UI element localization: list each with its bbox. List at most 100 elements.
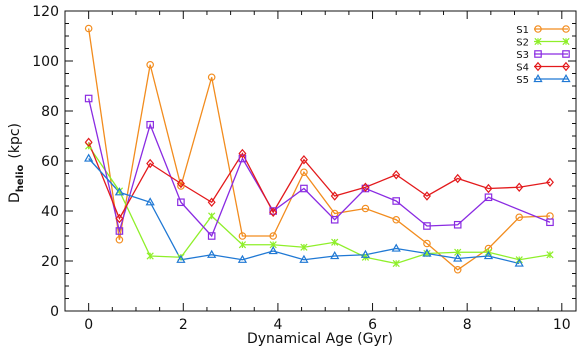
data-point-s2	[300, 243, 308, 251]
series-line-s4	[88, 142, 551, 221]
data-point-s4	[269, 207, 278, 217]
data-point-s3	[300, 184, 308, 193]
data-point-s4	[545, 177, 554, 187]
legend-marker-s1	[534, 25, 542, 33]
y-tick-label: 120	[32, 4, 59, 20]
x-tick-label: 4	[273, 317, 282, 333]
plot-frame	[64, 10, 577, 312]
data-point-s4	[422, 191, 431, 201]
data-point-s1	[146, 60, 154, 69]
legend-marker-s4	[534, 61, 542, 72]
data-point-s2	[146, 252, 154, 260]
data-point-s1	[515, 213, 524, 222]
data-point-s3	[177, 198, 185, 207]
data-point-s3	[146, 120, 154, 129]
data-point-s5	[268, 245, 278, 255]
x-tick-label: 10	[553, 317, 571, 333]
legend-marker-s5	[561, 73, 571, 83]
y-axis-title-sub: helio	[15, 164, 26, 192]
data-point-s2	[238, 241, 247, 249]
y-tick-label: 0	[50, 304, 59, 320]
data-point-s5	[360, 249, 371, 258]
data-point-s4	[84, 137, 93, 147]
data-point-s4	[115, 213, 124, 224]
legend-marker-s3	[562, 50, 570, 58]
data-point-s1	[238, 232, 247, 240]
series-lines	[88, 28, 551, 271]
data-point-s5	[114, 187, 125, 196]
legend-marker-s4	[562, 61, 570, 72]
data-point-s3	[115, 227, 124, 235]
data-point-s4	[238, 148, 247, 159]
data-point-s4	[207, 197, 216, 207]
x-tick-label: 6	[368, 317, 377, 333]
series-line-s1	[88, 28, 551, 271]
data-point-s1	[423, 239, 431, 248]
axis-ticks: 0 20 40 60 80 100 120 0 2 4 6 8 10	[32, 4, 576, 333]
data-point-s5	[330, 250, 340, 260]
data-point-s4	[330, 191, 339, 201]
data-point-s1	[177, 182, 185, 190]
data-point-s3	[546, 218, 554, 227]
data-point-s2	[392, 259, 400, 268]
data-point-s5	[453, 253, 463, 262]
legend-label-s3: S3	[516, 50, 529, 61]
data-point-s5	[145, 197, 155, 206]
y-tick-label: 20	[41, 254, 59, 270]
legend-label-s5: S5	[516, 75, 529, 86]
x-axis-title: Dynamical Age (Gyr)	[247, 331, 393, 347]
data-point-s3	[453, 220, 462, 229]
data-point-s1	[207, 73, 216, 82]
data-point-s5	[391, 243, 401, 252]
legend-label-s1: S1	[516, 25, 529, 36]
series-line-s2	[88, 145, 551, 265]
data-point-s1	[115, 235, 124, 244]
legend-label-s2: S2	[516, 38, 529, 49]
legend-marker-s5	[533, 73, 543, 83]
y-tick-label: 100	[32, 54, 59, 70]
data-point-s4	[146, 158, 155, 169]
data-point-s1	[269, 232, 277, 240]
data-point-s2	[208, 212, 216, 220]
x-tick-label: 2	[179, 317, 188, 333]
series-markers	[84, 24, 554, 274]
data-point-s4	[453, 173, 462, 184]
x-tick-label: 8	[463, 317, 472, 333]
series-line-s3	[88, 98, 551, 238]
data-point-s5	[514, 258, 524, 267]
data-point-s3	[84, 94, 93, 103]
data-point-s4	[484, 183, 493, 194]
data-point-s3	[238, 154, 247, 163]
data-point-s4	[176, 178, 185, 189]
data-point-s1	[300, 168, 308, 177]
data-point-s5	[483, 250, 494, 260]
y-axis-title-main: D	[7, 192, 23, 203]
data-point-s3	[484, 193, 493, 202]
data-point-s3	[423, 222, 431, 230]
data-point-s1	[361, 204, 370, 213]
legend-marker-s2	[534, 37, 542, 46]
y-axis-title: Dhelio (kpc)	[7, 123, 26, 203]
y-tick-label: 60	[41, 154, 59, 170]
data-point-s5	[176, 254, 186, 263]
data-point-s2	[546, 251, 554, 259]
data-point-s5	[207, 249, 217, 258]
data-point-s5	[84, 153, 94, 162]
data-point-s4	[515, 182, 524, 192]
data-point-s1	[84, 24, 93, 33]
y-axis-title-unit: (kpc)	[7, 123, 23, 159]
data-point-s4	[361, 182, 370, 192]
legend-marker-s3	[534, 50, 542, 58]
legend-label-s4: S4	[516, 63, 529, 74]
data-point-s1	[392, 215, 401, 224]
data-point-s5	[422, 248, 432, 257]
legend-marker-s2	[562, 37, 570, 46]
y-tick-label: 40	[41, 204, 59, 220]
data-point-s4	[299, 155, 308, 165]
series-line-s5	[88, 158, 520, 265]
data-point-s3	[207, 232, 216, 240]
data-point-s3	[392, 197, 401, 205]
data-point-s3	[330, 215, 339, 224]
data-point-s5	[299, 254, 309, 263]
